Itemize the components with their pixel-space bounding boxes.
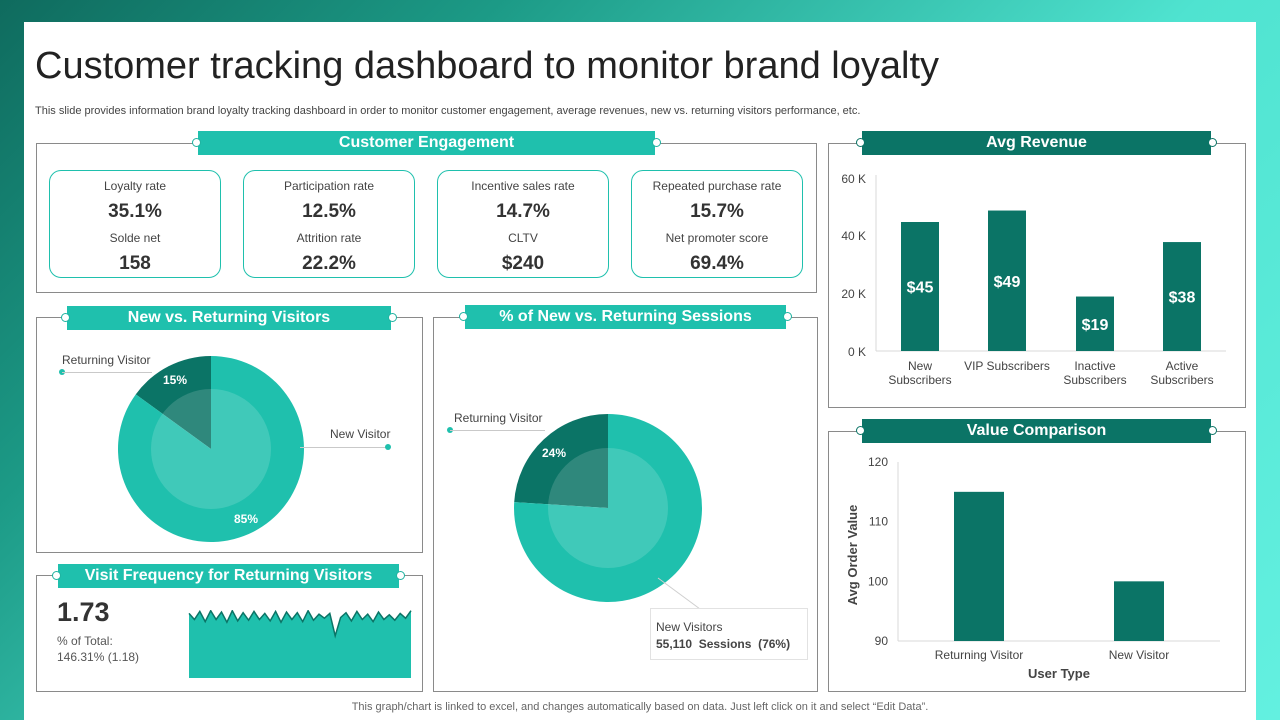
revenue-bar-label: $49 [994, 274, 1021, 291]
leader-line [300, 447, 388, 448]
pie-inner-highlight [548, 448, 668, 568]
metric-bottom-value: 22.2% [302, 253, 356, 274]
metric-top-value: 12.5% [302, 201, 356, 222]
metric-top-value: 15.7% [690, 201, 744, 222]
revenue-bar [988, 210, 1026, 351]
revenue-bar [1076, 296, 1114, 351]
x-category-label: New Visitor [1109, 648, 1169, 662]
revenue-bar-label: $38 [1169, 290, 1196, 307]
metric-card: Repeated purchase rate 15.7% Net promote… [631, 170, 803, 278]
visitors-returning-annotation: Returning Visitor [62, 353, 151, 367]
sessions-callout: New Visitors 55,110 Sessions (76%) [650, 608, 808, 660]
metric-bottom-label: Attrition rate [296, 231, 362, 245]
footer-note: This graph/chart is linked to excel, and… [351, 701, 929, 713]
pie-label-new: 85% [234, 512, 258, 526]
y-tick-label: 60 K [841, 172, 866, 186]
y-tick-label: 110 [869, 515, 888, 529]
metric-bottom-value: 69.4% [690, 253, 744, 274]
metric-bottom-label: Solde net [109, 231, 161, 245]
revenue-bar [901, 222, 939, 351]
sparkline-line [188, 610, 412, 639]
sessions-heading-text: % of New vs. Returning Sessions [499, 308, 752, 325]
frequency-sparkline [188, 610, 412, 678]
frequency-total-value: 146.31% (1.18) [57, 650, 140, 664]
page-subtitle: This slide provides information brand lo… [35, 105, 861, 117]
metric-card: Participation rate 12.5% Attrition rate … [243, 170, 415, 278]
y-axis-title: Avg Order Value [845, 505, 860, 606]
y-tick-label: 100 [868, 574, 888, 588]
x-category-label: Returning Visitor [935, 648, 1024, 662]
page-title: Customer tracking dashboard to monitor b… [35, 45, 940, 87]
x-category-label: VIP Subscribers [964, 359, 1050, 373]
visitors-heading-text: New vs. Returning Visitors [127, 309, 331, 326]
value-comparison-heading-text: Value Comparison [966, 422, 1107, 439]
avg-revenue-heading-text: Avg Revenue [986, 134, 1087, 151]
frequency-total-label: % of Total: [57, 634, 113, 648]
sessions-returning-annotation: Returning Visitor [454, 411, 543, 425]
value-bar [1114, 581, 1164, 641]
sessions-callout-detail: 55,110 Sessions (76%) [656, 637, 791, 651]
pie-slice-returning [135, 356, 211, 449]
pie-slice-new [117, 356, 304, 542]
sessions-heading: % of New vs. Returning Sessions [459, 305, 792, 329]
pie-inner-highlight [151, 389, 271, 509]
metric-bottom-label: CLTV [508, 231, 538, 245]
y-tick-label: 0 K [848, 345, 866, 359]
x-category-label: New [908, 359, 932, 373]
avg-revenue-chart: 60 K 40 K 20 K 0 K $45NewSubscribers$49V… [841, 172, 1226, 387]
engagement-heading-text: Customer Engagement [338, 134, 515, 151]
metric-top-label: Loyalty rate [103, 179, 167, 193]
value-bar [954, 491, 1004, 641]
metric-bottom-label: Net promoter score [665, 231, 769, 245]
revenue-bar [1163, 242, 1201, 351]
value-comparison-chart: 90 100 110 120 Returning Visitor New Visitor U… [845, 455, 1220, 681]
sessions-pie: 24% [514, 414, 702, 602]
y-tick-label: 90 [875, 634, 889, 648]
leader-dot [385, 444, 391, 450]
metric-bottom-value: $240 [501, 253, 545, 274]
pie-slice-new [514, 414, 702, 602]
x-category-label: Active [1166, 359, 1199, 373]
value-comparison-heading: Value Comparison [856, 419, 1217, 443]
revenue-bar-label: $19 [1082, 317, 1109, 334]
pie-label-returning: 24% [542, 446, 566, 460]
engagement-heading: Customer Engagement [192, 131, 661, 155]
frequency-heading: Visit Frequency for Returning Visitors [52, 564, 405, 588]
visitors-heading: New vs. Returning Visitors [61, 306, 397, 330]
metric-top-label: Repeated purchase rate [652, 179, 782, 193]
x-category-label: Subscribers [888, 373, 951, 387]
visitors-new-annotation: New Visitor [330, 427, 391, 441]
avg-revenue-heading: Avg Revenue [856, 131, 1217, 155]
metric-bottom-value: 158 [119, 253, 151, 274]
x-axis-title: User Type [1028, 666, 1090, 681]
sparkline-area [189, 610, 411, 678]
visitors-pie: 15% 85% [117, 356, 304, 542]
leader-line [450, 430, 545, 431]
sessions-callout-title: New Visitors [656, 620, 723, 634]
metric-card: Loyalty rate 35.1% Solde net 158 [49, 170, 221, 278]
metric-top-label: Participation rate [283, 179, 375, 193]
x-category-label: Subscribers [1063, 373, 1126, 387]
pie-label-returning: 15% [163, 373, 187, 387]
frequency-value: 1.73 [57, 597, 110, 627]
metric-top-label: Incentive sales rate [471, 179, 575, 193]
y-tick-label: 40 K [841, 229, 866, 243]
pie-slice-returning [514, 414, 608, 508]
revenue-bar-label: $45 [907, 280, 934, 297]
x-category-label: Inactive [1074, 359, 1116, 373]
x-category-label: Subscribers [1150, 373, 1213, 387]
metric-top-value: 14.7% [496, 201, 550, 222]
y-tick-label: 120 [868, 455, 888, 469]
leader-line [62, 372, 152, 373]
frequency-heading-text: Visit Frequency for Returning Visitors [84, 567, 373, 584]
sessions-callout-line [657, 577, 701, 610]
y-tick-label: 20 K [841, 287, 866, 301]
metric-card: Incentive sales rate 14.7% CLTV $240 [437, 170, 609, 278]
metric-top-value: 35.1% [108, 201, 162, 222]
